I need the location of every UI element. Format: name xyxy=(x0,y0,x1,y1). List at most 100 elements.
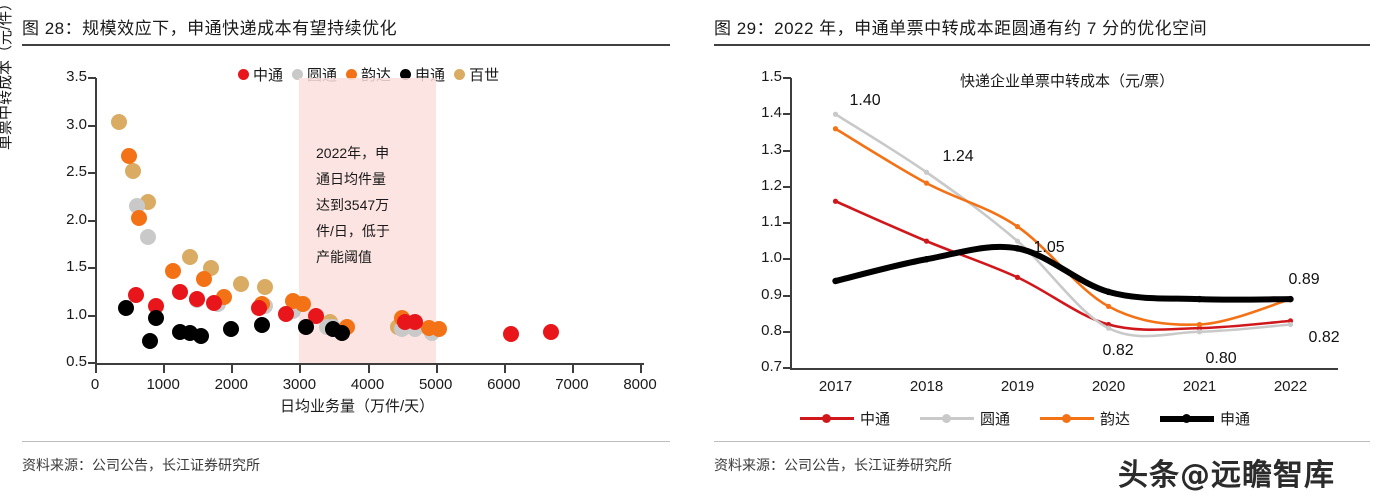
left-figure-panel: 图 28：规模效应下，申通快递成本有望持续优化 中通 圆通 韵达 申通 百世 0.5 1.… xyxy=(0,0,670,473)
right-legend-label-申通: 申通 xyxy=(1220,411,1251,428)
y-tick-label: 3.0 xyxy=(66,115,87,133)
scatter-point xyxy=(110,113,127,130)
marker-申通 xyxy=(923,256,930,263)
y-tick xyxy=(88,77,96,79)
y-tick xyxy=(88,314,96,317)
scatter-point xyxy=(172,283,189,300)
right-legend-marker-申通 xyxy=(1182,413,1192,423)
annotation-line: 通日均件量 xyxy=(316,171,386,187)
scatter-point xyxy=(206,295,223,312)
marker-韵达 xyxy=(1105,303,1112,309)
marker-中通 xyxy=(1105,321,1112,328)
right-legend-line-韵达 xyxy=(1040,414,1095,423)
scatter-point xyxy=(121,147,138,164)
scatter-point xyxy=(141,333,158,350)
x-tick-label: 7000 xyxy=(555,376,589,393)
legend-swatch-百世 xyxy=(454,69,466,80)
legend-swatch-韵达 xyxy=(346,69,358,80)
scatter-point xyxy=(223,320,240,337)
right-y-tick-label: 0.9 xyxy=(761,285,782,303)
scatter-point xyxy=(233,276,250,293)
legend-label-中通: 中通 xyxy=(253,67,284,84)
right-x-tick-label: 2022 xyxy=(1273,378,1308,395)
scatter-point xyxy=(131,209,148,226)
right-legend-marker-圆通 xyxy=(942,414,952,423)
right-x-axis xyxy=(790,368,1338,370)
x-tick-label: 2000 xyxy=(214,376,248,393)
data-label: 0.89 xyxy=(1288,271,1320,289)
line-申通 xyxy=(832,243,1294,303)
right-y-tick xyxy=(783,77,791,79)
watermark: 头条@远瞻智库 xyxy=(1118,458,1335,493)
right-legend-item-中通: 中通 xyxy=(800,408,890,429)
x-tick xyxy=(640,365,642,373)
right-y-tick xyxy=(783,113,791,116)
x-tick xyxy=(503,365,506,373)
right-legend-label-韵达: 韵达 xyxy=(1100,411,1131,428)
right-legend-marker-韵达 xyxy=(1062,414,1072,423)
right-legend-item-韵达: 韵达 xyxy=(1040,408,1130,429)
marker-圆通 xyxy=(1014,238,1021,244)
scatter-point xyxy=(277,305,294,322)
scatter-point xyxy=(196,271,212,288)
left-source-rule xyxy=(22,441,670,442)
legend-swatch-中通 xyxy=(238,69,249,80)
y-tick-label: 2.0 xyxy=(66,210,87,228)
annotation-line: 件/日，低于 xyxy=(316,223,390,239)
data-label: 0.80 xyxy=(1205,349,1237,367)
right-y-tick xyxy=(783,185,791,188)
scatter-point xyxy=(125,163,142,180)
marker-中通 xyxy=(1196,325,1203,331)
left-y-axis-title: 单票中转成本（元/件） xyxy=(0,0,14,150)
scatter-point xyxy=(182,248,199,265)
right-y-tick-label: 1.4 xyxy=(761,104,782,122)
right-legend-item-申通: 申通 xyxy=(1160,408,1250,429)
capacity-threshold-annotation: 2022年，申 通日均件量 达到3547万 件/日，低于 产能阈值 xyxy=(316,140,432,270)
marker-圆通 xyxy=(923,169,930,175)
data-label: 1.24 xyxy=(942,148,974,166)
data-label: 1.05 xyxy=(1033,239,1065,257)
right-y-tick xyxy=(783,367,791,369)
scatter-point xyxy=(250,299,267,316)
y-tick xyxy=(88,362,96,364)
scatter-point xyxy=(127,286,144,303)
scatter-point xyxy=(308,307,325,324)
right-y-axis xyxy=(790,78,792,369)
y-tick xyxy=(88,219,96,222)
data-label: 1.40 xyxy=(849,92,881,110)
scatter-point xyxy=(543,323,560,340)
x-tick-label: 3000 xyxy=(282,376,317,393)
scatter-point xyxy=(148,310,165,327)
data-label: 0.82 xyxy=(1308,328,1340,346)
right-chart-legend: 中通 圆通 韵达 申通 xyxy=(800,408,1250,429)
x-tick-label: 8000 xyxy=(623,376,657,393)
line-chart-area: 0.7 0.8 0.9 1.0 1.1 1.2 1.3 1.4 1.5 2017 2018 2019 2… xyxy=(761,68,1340,395)
y-tick xyxy=(88,267,96,269)
marker-中通 xyxy=(832,198,839,204)
right-figure-caption: 图 29：2022 年，申通单票中转成本距圆通有约 7 分的优化空间 xyxy=(714,19,1208,38)
right-y-tick-label: 1.2 xyxy=(761,176,782,194)
right-legend-item-圆通: 圆通 xyxy=(920,408,1010,429)
legend-label-百世: 百世 xyxy=(469,67,500,84)
right-y-tick xyxy=(783,222,791,224)
right-y-tick xyxy=(783,258,791,261)
y-tick-label: 2.5 xyxy=(66,163,87,180)
scatter-point xyxy=(165,262,182,279)
y-tick-label: 3.5 xyxy=(66,68,87,85)
scatter-point xyxy=(431,320,448,337)
marker-圆通 xyxy=(1196,329,1203,335)
right-source-rule xyxy=(714,441,1370,442)
x-tick xyxy=(299,365,302,373)
right-x-tick-label: 2018 xyxy=(909,378,944,395)
right-x-tick-label: 2017 xyxy=(818,378,853,395)
right-legend-marker-中通 xyxy=(822,414,831,423)
x-tick xyxy=(231,365,234,373)
scatter-plot-area: 0.5 1.0 1.5 2.0 2.5 3.0 3.5 0 1000 2000 3000 4000 50… xyxy=(66,68,657,393)
data-label: 0.82 xyxy=(1102,342,1134,360)
right-x-tick-label: 2021 xyxy=(1182,378,1217,395)
left-x-axis xyxy=(95,363,644,365)
marker-申通 xyxy=(1105,288,1112,296)
marker-申通 xyxy=(832,277,839,285)
right-legend-label-中通: 中通 xyxy=(860,411,891,428)
right-x-tick-label: 2019 xyxy=(1000,378,1035,395)
